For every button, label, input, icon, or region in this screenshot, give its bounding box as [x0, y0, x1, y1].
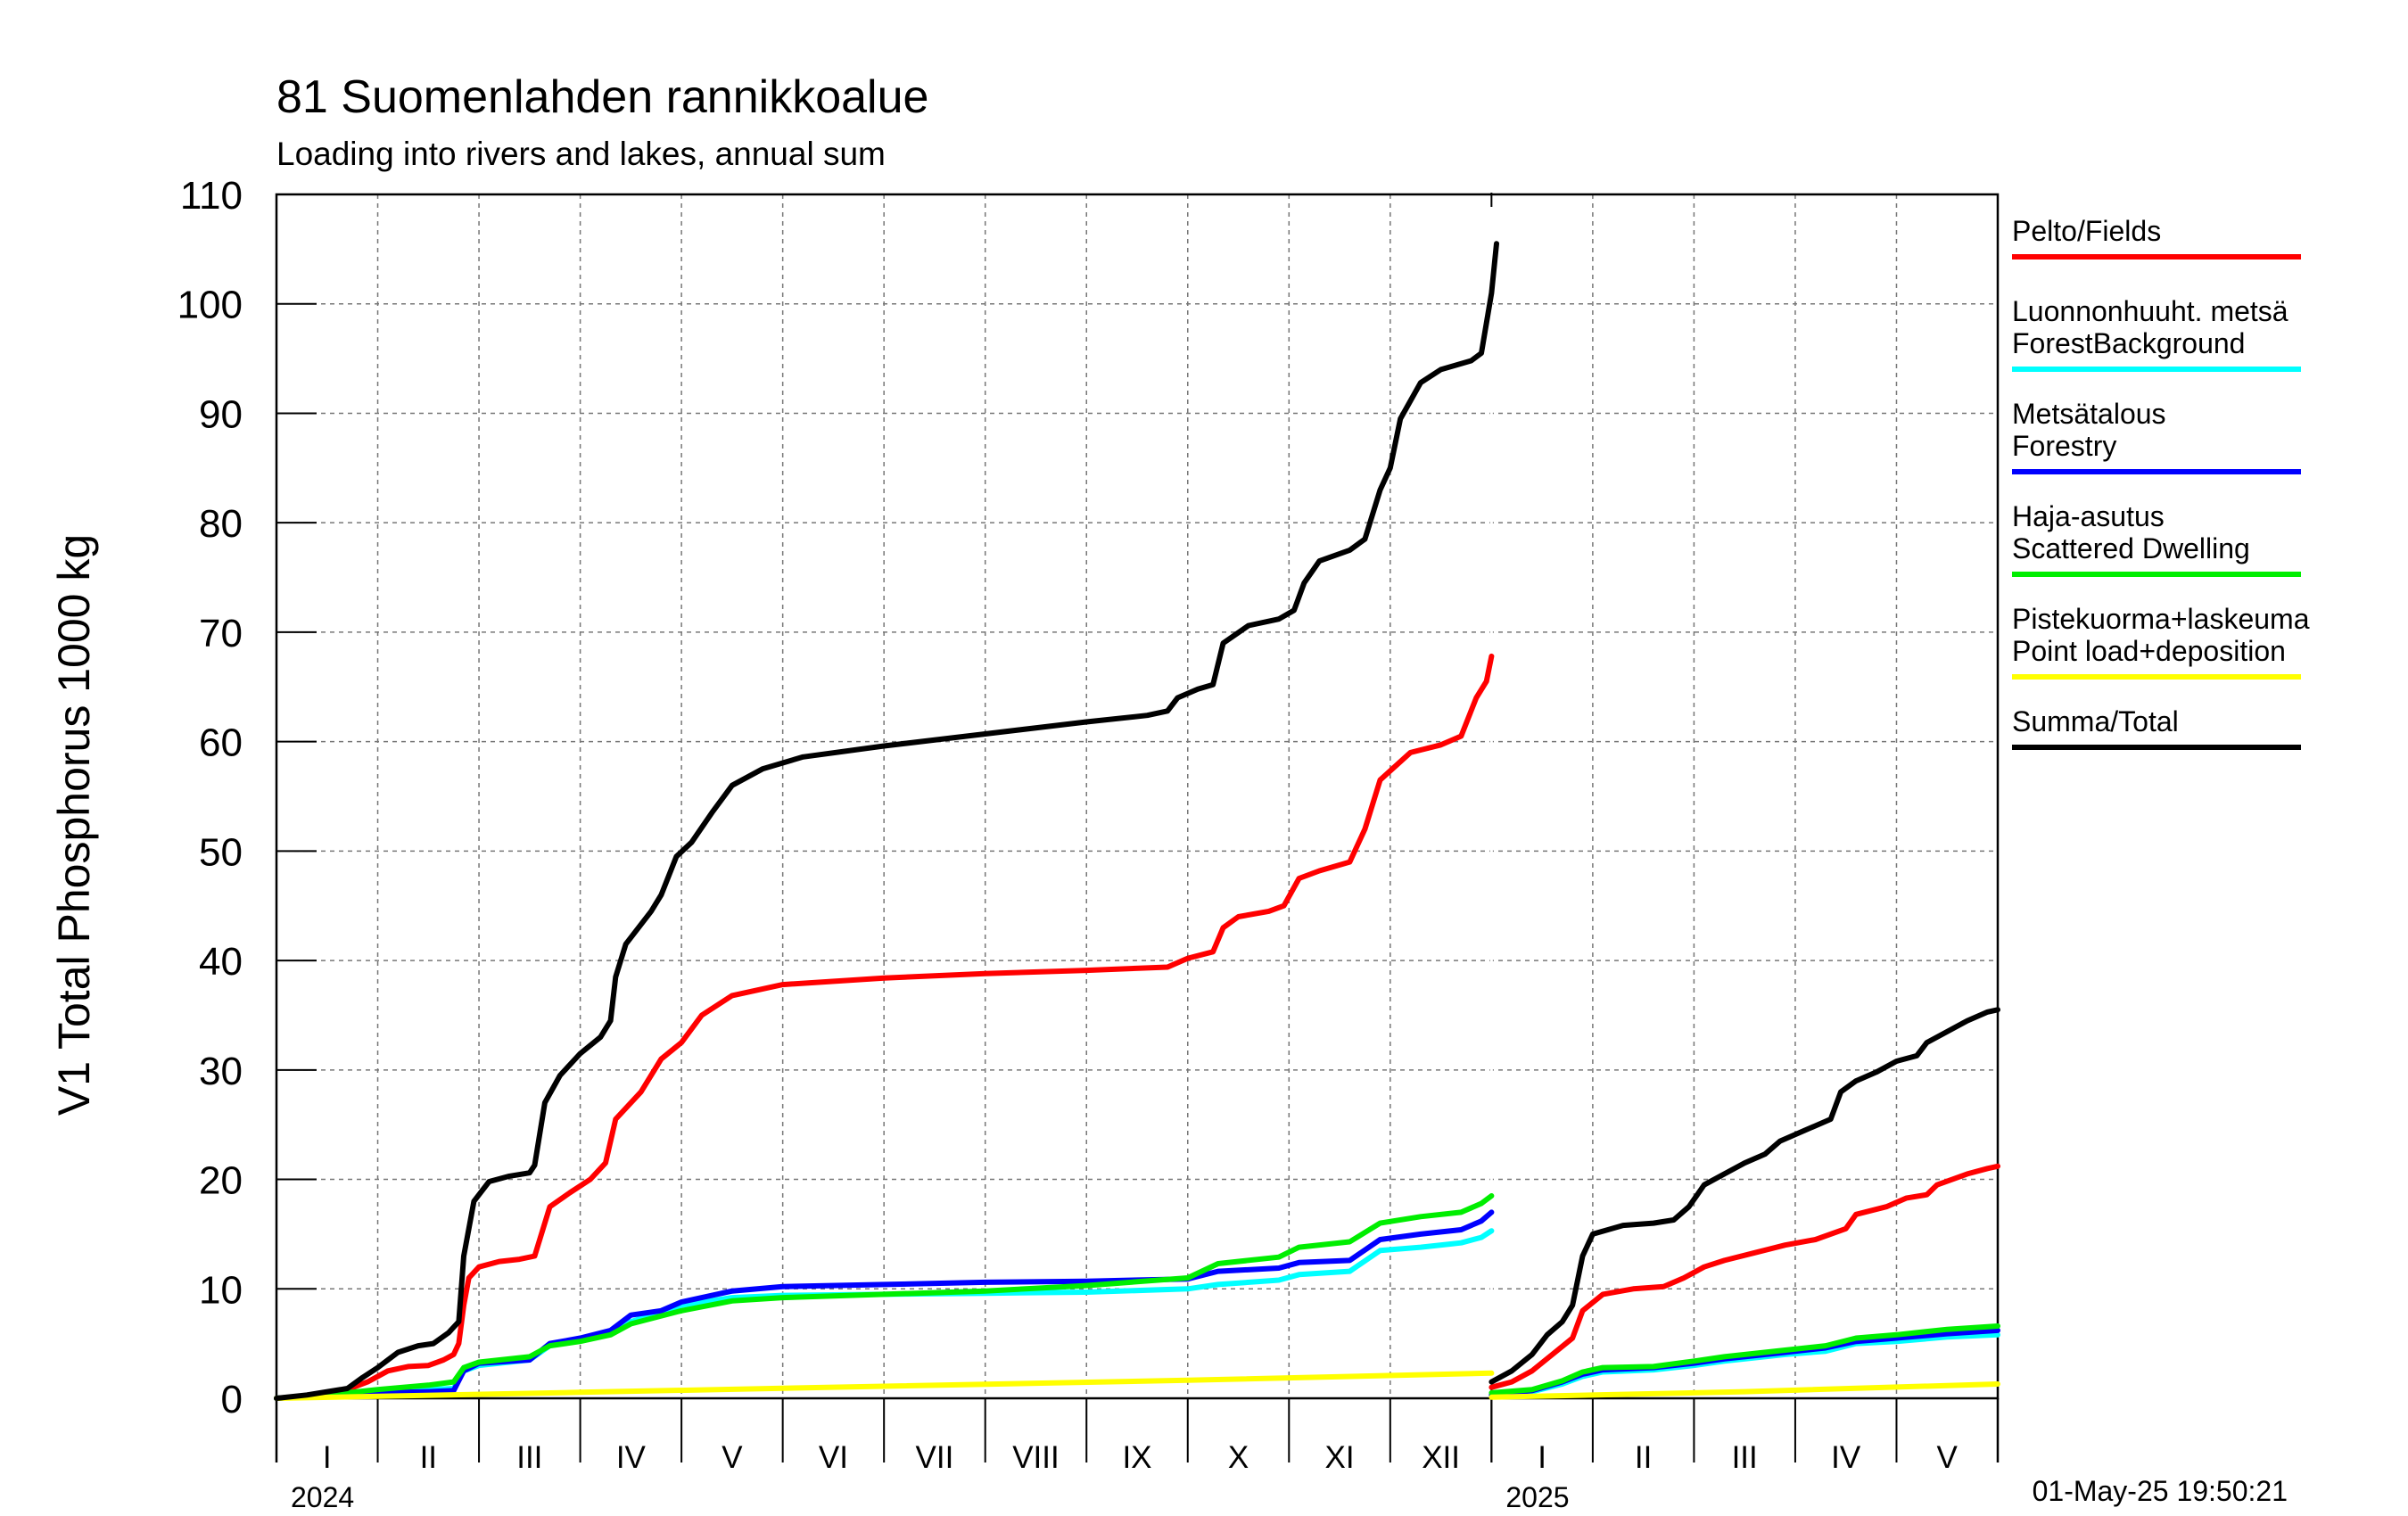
y-axis-label: V1 Total Phosphorus 1000 kg — [49, 534, 99, 1116]
y-tick-label: 60 — [199, 721, 243, 765]
legend-item: Pelto/Fields — [2012, 215, 2301, 260]
series-line — [1489, 1163, 2000, 1390]
month-label: VII — [916, 1440, 954, 1475]
y-tick-label: 40 — [199, 940, 243, 984]
series-line — [274, 241, 1499, 1401]
y-tick-label: 100 — [177, 284, 243, 327]
month-label: II — [1635, 1440, 1652, 1475]
legend-item: Haja-asutus Scattered Dwelling — [2012, 500, 2301, 577]
y-tick-label: 70 — [199, 612, 243, 655]
month-label: IV — [1831, 1440, 1861, 1475]
series-layer — [274, 241, 2000, 1401]
legend-label: Pelto/Fields — [2012, 215, 2161, 247]
month-label: VIII — [1012, 1440, 1060, 1475]
chart-title: 81 Suomenlahden rannikkoalue — [276, 71, 928, 123]
month-label: XII — [1422, 1440, 1460, 1475]
month-label: V — [722, 1440, 743, 1475]
legend: Pelto/Fields Luonnonhuuht. metsä ForestBac… — [2012, 215, 2310, 750]
series-line — [1489, 1381, 2000, 1400]
month-label: IV — [616, 1440, 647, 1475]
series-line — [1489, 1323, 2000, 1396]
series-line — [274, 1370, 1495, 1401]
legend-label: Haja-asutus Scattered Dwelling — [2012, 500, 2250, 564]
month-label: III — [516, 1440, 542, 1475]
y-tick-label: 80 — [199, 502, 243, 546]
month-label: X — [1228, 1440, 1249, 1475]
y-tick-label: 10 — [199, 1268, 243, 1312]
chart-subtitle: Loading into rivers and lakes, annual su… — [276, 136, 886, 172]
series-5 — [274, 1370, 2000, 1401]
month-label: V — [1937, 1440, 1959, 1475]
series-3 — [274, 1209, 2000, 1401]
month-label: II — [420, 1440, 437, 1475]
legend-label: Metsätalous Forestry — [2012, 398, 2166, 462]
series-line — [274, 653, 1495, 1401]
timestamp: 01-May-25 19:50:21 — [2033, 1475, 2288, 1507]
legend-item: Metsätalous Forestry — [2012, 398, 2301, 474]
series-4 — [274, 1193, 2000, 1401]
y-tick-label: 30 — [199, 1050, 243, 1093]
y-tick-label: 90 — [199, 392, 243, 436]
month-label: XI — [1325, 1440, 1355, 1475]
series-line — [274, 1193, 1495, 1401]
legend-label: Pistekuorma+laskeuma Point load+depositio… — [2012, 603, 2310, 667]
legend-label: Summa/Total — [2012, 705, 2179, 737]
legend-label: Luonnonhuuht. metsä ForestBackground — [2012, 295, 2288, 359]
year-label: 2024 — [291, 1481, 354, 1513]
series-6 — [274, 241, 2000, 1401]
series-line — [274, 1209, 1495, 1401]
month-label: I — [323, 1440, 332, 1475]
month-label: I — [1538, 1440, 1546, 1475]
y-tick-label: 50 — [199, 830, 243, 874]
y-tick-label: 110 — [180, 174, 243, 218]
grid — [276, 194, 1998, 1398]
y-tick-label: 20 — [199, 1159, 243, 1203]
legend-item: Pistekuorma+laskeuma Point load+depositio… — [2012, 603, 2310, 680]
month-label: IX — [1122, 1440, 1151, 1475]
plot-border — [275, 193, 2000, 1400]
legend-item: Summa/Total — [2012, 705, 2301, 750]
y-tick-label: 0 — [221, 1378, 243, 1421]
series-line — [1489, 1007, 2000, 1385]
month-label: VI — [819, 1440, 848, 1475]
month-label: III — [1732, 1440, 1758, 1475]
legend-item: Luonnonhuuht. metsä ForestBackground — [2012, 295, 2301, 372]
year-label: 2025 — [1505, 1481, 1569, 1513]
series-1 — [274, 653, 2000, 1401]
